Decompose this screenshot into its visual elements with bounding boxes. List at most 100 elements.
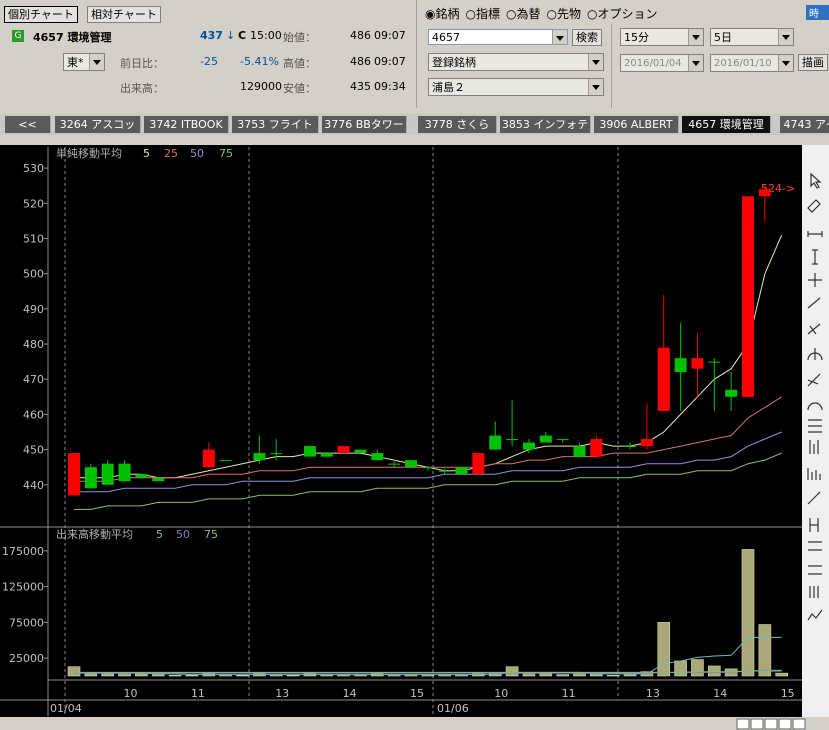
tab-button[interactable]: 個別チャート (4, 6, 78, 23)
tab[interactable]: 3742 ITBOOK (144, 116, 229, 133)
candle-body (556, 439, 569, 441)
from-date[interactable]: 2016/01/04 (620, 54, 704, 72)
candle-body (590, 439, 603, 457)
y-tick-label: 175000 (2, 545, 44, 558)
tab[interactable]: 3264 アスコット (55, 116, 141, 133)
value: 09:07 (374, 29, 406, 42)
group-select[interactable]: 浦島２ (428, 78, 604, 96)
change-pct: -5.41% (240, 55, 279, 68)
date-label: 01/04 (50, 702, 82, 715)
chart-bg (0, 145, 802, 717)
candle-body (742, 196, 754, 397)
span-select[interactable]: 5日 (710, 28, 794, 46)
radio-label: 銘柄 (435, 7, 460, 21)
radio-label: 先物 (556, 7, 581, 21)
candle-body (270, 453, 283, 455)
radio-mark[interactable]: ◉ (425, 7, 436, 21)
volume-bar (539, 673, 553, 677)
tab[interactable]: 3776 BBタワー (322, 116, 407, 133)
toolbar (802, 145, 829, 717)
label: 前日比： (120, 57, 164, 70)
candle-body (708, 361, 721, 363)
volume-bar (741, 549, 755, 677)
radio-mark[interactable]: ○ (465, 7, 476, 21)
y-tick-label: 490 (23, 303, 44, 316)
x-tick-label: 15 (781, 687, 795, 700)
value: 09:07 (374, 55, 406, 68)
candle-body (101, 463, 114, 485)
radio-mark[interactable]: ○ (587, 7, 598, 21)
y-tick-label: 75000 (9, 616, 44, 629)
candle-body (522, 442, 535, 450)
legend-entry: 50 (176, 528, 190, 541)
y-tick-label: 520 (23, 197, 44, 210)
candle-body (657, 347, 670, 411)
code-input[interactable]: 4657 (428, 29, 568, 45)
candle-body (135, 474, 148, 478)
volume-bar (606, 674, 620, 677)
tab[interactable]: << (5, 116, 51, 133)
candle-body (472, 453, 485, 475)
y-tick-label: 510 (23, 232, 44, 245)
x-tick-label: 14 (343, 687, 357, 700)
volume-bar (674, 660, 687, 677)
volume: 129000 (240, 80, 282, 93)
volume-bar (505, 666, 519, 677)
radio-label: 指標 (475, 7, 500, 21)
volume-bar (707, 665, 721, 677)
y-tick-label: 500 (23, 268, 44, 281)
select-text: 2016/01/10 (714, 58, 772, 69)
legend-entry: 75 (204, 528, 218, 541)
select-text: 2016/01/04 (624, 58, 682, 69)
candle-body (506, 439, 519, 441)
interval-select[interactable]: 15分 (620, 28, 704, 46)
tab[interactable]: 3753 フライト (232, 116, 319, 133)
tab[interactable]: 3906 ALBERT (594, 116, 679, 133)
draw-button[interactable]: 描画 (798, 54, 828, 71)
radio-label: 為替 (516, 7, 541, 21)
candle-body (152, 477, 165, 482)
legend-entry: 5 (156, 528, 163, 541)
volume-bar (758, 624, 772, 677)
x-tick-label: 13 (646, 687, 660, 700)
market-select[interactable]: 東* (63, 53, 105, 71)
radio-mark[interactable]: ○ (506, 7, 517, 21)
tab[interactable]: 3853 インフォテリ (500, 116, 591, 133)
volume-bar (775, 672, 789, 677)
label: 高値： (283, 57, 316, 70)
tab[interactable]: 4743 アイ (780, 116, 829, 133)
volume-bar (135, 673, 148, 677)
to-date[interactable]: 2016/01/10 (710, 54, 794, 72)
y-tick-label: 460 (23, 408, 44, 421)
radio-group: ◉銘柄 ○指標 ○為替 ○先物 ○オプション (425, 5, 658, 22)
frame (0, 147, 802, 716)
radio-mark[interactable]: ○ (546, 7, 557, 21)
panel-title: 出来高移動平均 (56, 527, 133, 541)
candle-body (202, 449, 215, 468)
tab[interactable]: 4657 環境管理 (682, 116, 771, 133)
list-select[interactable]: 登録銘柄 (428, 53, 604, 71)
candle-body (118, 463, 131, 482)
ma-line (74, 431, 782, 493)
candle-body (674, 358, 687, 373)
tab-button[interactable]: 相対チャート (87, 6, 161, 23)
input-text: 4657 (432, 31, 460, 44)
time-button[interactable]: 時 (806, 5, 829, 20)
x-tick-label: 10 (494, 687, 508, 700)
volume-bar (556, 674, 569, 677)
tab[interactable]: 3778 さくらイ... (418, 116, 497, 133)
legend-entry: 50 (190, 147, 204, 160)
volume-bar (185, 674, 199, 677)
x-tick-label: 11 (562, 687, 576, 700)
y-tick-label: 530 (23, 162, 44, 175)
candle-body (388, 463, 401, 465)
search-button[interactable]: 検索 (572, 29, 602, 46)
scroll-buttons[interactable] (736, 718, 806, 730)
label: 安値： (283, 82, 316, 95)
arrow: ↓ (226, 29, 236, 42)
value: 486 (350, 55, 371, 68)
candle-body (354, 449, 367, 454)
candle-body (303, 446, 316, 457)
volume-bar (84, 673, 98, 677)
